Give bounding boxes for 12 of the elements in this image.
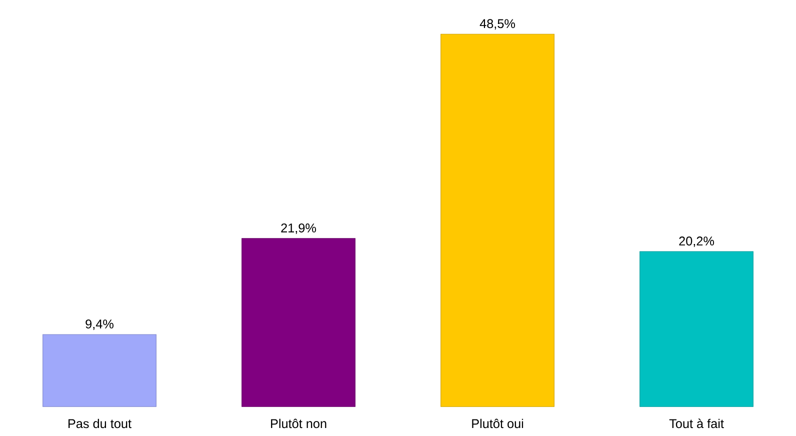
data-label: 48,5% <box>480 19 516 30</box>
data-label: 9,4% <box>86 320 114 330</box>
bar <box>440 34 554 407</box>
data-label: 20,2% <box>679 236 714 248</box>
data-label: 21,9% <box>281 223 316 234</box>
bar <box>640 251 754 407</box>
bar <box>42 334 156 407</box>
x-tick-label: Tout à fait <box>669 418 724 428</box>
x-tick-label: Plutôt oui <box>472 418 524 428</box>
bar <box>242 238 356 407</box>
x-tick-label: Plutôt non <box>271 418 326 428</box>
x-tick-label: Pas du tout <box>68 418 132 428</box>
